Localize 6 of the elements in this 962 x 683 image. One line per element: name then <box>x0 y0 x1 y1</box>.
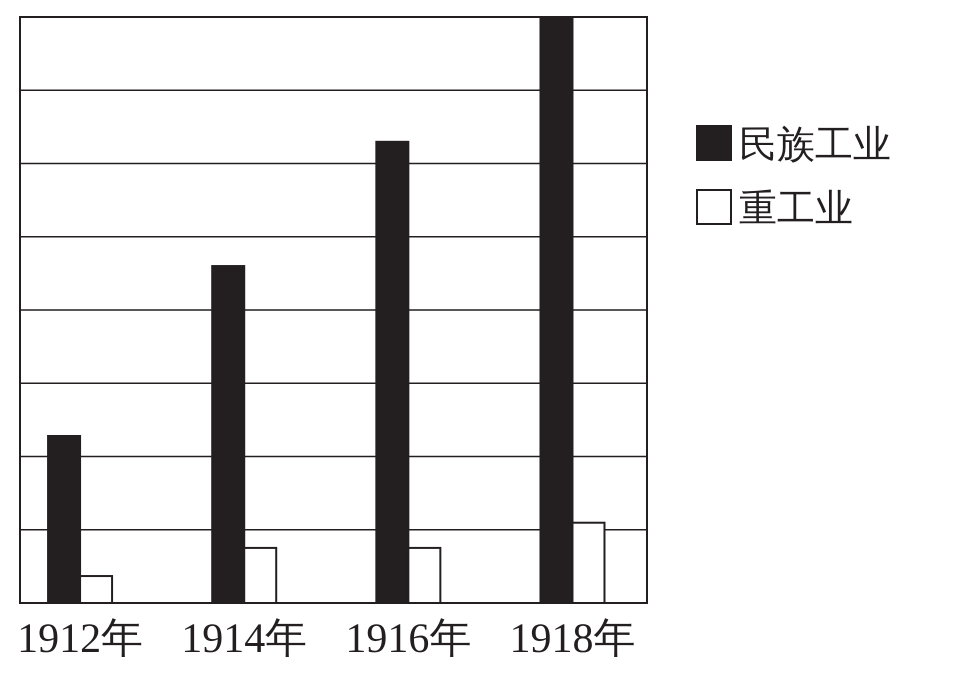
legend-label: 民族工业 <box>739 124 891 166</box>
x-tick-label: 1912年 <box>17 616 144 662</box>
legend-label: 重工业 <box>739 188 853 230</box>
x-tick-label: 1916年 <box>345 616 472 662</box>
x-tick-label: 1914年 <box>181 616 308 662</box>
x-tick-label: 1918年 <box>509 616 636 662</box>
